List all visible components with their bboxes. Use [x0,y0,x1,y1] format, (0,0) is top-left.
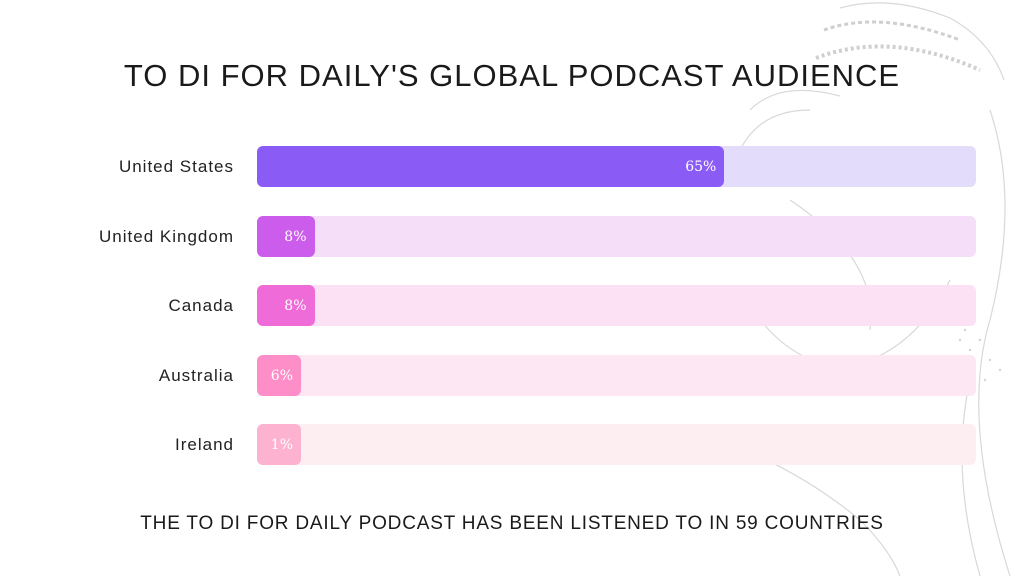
data-label: 8% [284,298,307,314]
category-label: United Kingdom [99,226,234,246]
bar-track [257,215,976,257]
category-label: Canada [168,296,234,315]
data-label: 1% [270,437,293,453]
data-label: 65% [685,159,717,175]
bar [257,285,315,326]
bar [257,354,301,396]
category-label: Australia [158,365,234,385]
footer-note: THE TO DI FOR DAILY PODCAST HAS BEEN LIS… [140,513,884,534]
bar [257,146,725,187]
bar-track [257,424,976,465]
bar-track [257,354,976,396]
data-label: 8% [284,228,307,245]
bar [257,215,315,257]
category-label: Ireland [175,435,234,454]
bar-track [257,285,976,326]
category-label: United States [118,157,234,176]
data-label: 6% [270,367,293,384]
chart-title: TO DI FOR DAILY'S GLOBAL PODCAST AUDIENC… [123,58,901,93]
bar [257,424,301,465]
